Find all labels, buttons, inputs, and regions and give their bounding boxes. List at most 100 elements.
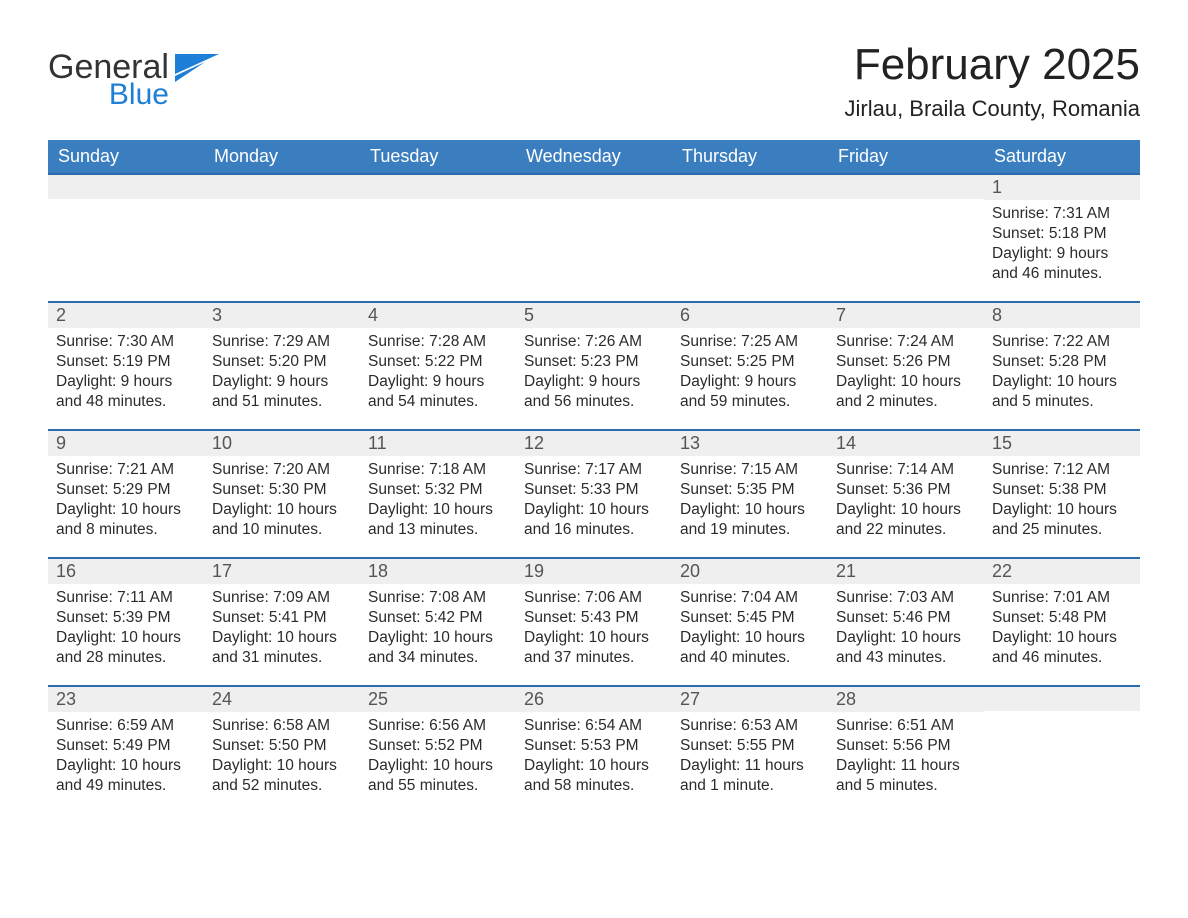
day-content: Sunrise: 7:03 AMSunset: 5:46 PMDaylight:…: [828, 584, 984, 677]
day-number-empty: [828, 175, 984, 199]
weekday-header: Saturday: [984, 140, 1140, 174]
day-number: 22: [984, 559, 1140, 584]
sunrise-text: Sunrise: 7:11 AM: [56, 588, 196, 608]
sunrise-text: Sunrise: 7:26 AM: [524, 332, 664, 352]
calendar-week-row: 23Sunrise: 6:59 AMSunset: 5:49 PMDayligh…: [48, 686, 1140, 814]
sunrise-text: Sunrise: 6:56 AM: [368, 716, 508, 736]
sunset-text: Sunset: 5:45 PM: [680, 608, 820, 628]
day-number: 6: [672, 303, 828, 328]
daylight-text: Daylight: 10 hours and 52 minutes.: [212, 756, 352, 796]
day-content: Sunrise: 7:17 AMSunset: 5:33 PMDaylight:…: [516, 456, 672, 549]
day-content: Sunrise: 6:53 AMSunset: 5:55 PMDaylight:…: [672, 712, 828, 805]
daylight-text: Daylight: 10 hours and 22 minutes.: [836, 500, 976, 540]
sunrise-text: Sunrise: 7:31 AM: [992, 204, 1132, 224]
sunset-text: Sunset: 5:41 PM: [212, 608, 352, 628]
calendar-cell: 26Sunrise: 6:54 AMSunset: 5:53 PMDayligh…: [516, 686, 672, 814]
calendar-cell: 18Sunrise: 7:08 AMSunset: 5:42 PMDayligh…: [360, 558, 516, 686]
day-number: 27: [672, 687, 828, 712]
sunset-text: Sunset: 5:38 PM: [992, 480, 1132, 500]
daylight-text: Daylight: 9 hours and 59 minutes.: [680, 372, 820, 412]
calendar-cell: [984, 686, 1140, 814]
sunset-text: Sunset: 5:23 PM: [524, 352, 664, 372]
day-content: Sunrise: 7:28 AMSunset: 5:22 PMDaylight:…: [360, 328, 516, 421]
calendar-cell: 9Sunrise: 7:21 AMSunset: 5:29 PMDaylight…: [48, 430, 204, 558]
sunset-text: Sunset: 5:46 PM: [836, 608, 976, 628]
day-number: 21: [828, 559, 984, 584]
calendar-cell: [672, 174, 828, 302]
day-number: 28: [828, 687, 984, 712]
calendar-body: 1Sunrise: 7:31 AMSunset: 5:18 PMDaylight…: [48, 174, 1140, 814]
daylight-text: Daylight: 10 hours and 40 minutes.: [680, 628, 820, 668]
sunrise-text: Sunrise: 6:54 AM: [524, 716, 664, 736]
daylight-text: Daylight: 10 hours and 34 minutes.: [368, 628, 508, 668]
sunset-text: Sunset: 5:48 PM: [992, 608, 1132, 628]
sunset-text: Sunset: 5:55 PM: [680, 736, 820, 756]
sunrise-text: Sunrise: 6:58 AM: [212, 716, 352, 736]
day-number: 14: [828, 431, 984, 456]
daylight-text: Daylight: 9 hours and 48 minutes.: [56, 372, 196, 412]
day-number: 26: [516, 687, 672, 712]
sunrise-text: Sunrise: 7:24 AM: [836, 332, 976, 352]
daylight-text: Daylight: 9 hours and 51 minutes.: [212, 372, 352, 412]
day-content: Sunrise: 7:08 AMSunset: 5:42 PMDaylight:…: [360, 584, 516, 677]
day-content: Sunrise: 7:22 AMSunset: 5:28 PMDaylight:…: [984, 328, 1140, 421]
sunrise-text: Sunrise: 7:15 AM: [680, 460, 820, 480]
day-content: Sunrise: 7:31 AMSunset: 5:18 PMDaylight:…: [984, 200, 1140, 293]
calendar-cell: 12Sunrise: 7:17 AMSunset: 5:33 PMDayligh…: [516, 430, 672, 558]
day-content: Sunrise: 7:18 AMSunset: 5:32 PMDaylight:…: [360, 456, 516, 549]
day-number: 17: [204, 559, 360, 584]
sunset-text: Sunset: 5:19 PM: [56, 352, 196, 372]
location-subtitle: Jirlau, Braila County, Romania: [845, 96, 1141, 122]
sunset-text: Sunset: 5:39 PM: [56, 608, 196, 628]
day-content: Sunrise: 7:24 AMSunset: 5:26 PMDaylight:…: [828, 328, 984, 421]
day-content: Sunrise: 6:51 AMSunset: 5:56 PMDaylight:…: [828, 712, 984, 805]
daylight-text: Daylight: 10 hours and 43 minutes.: [836, 628, 976, 668]
weekday-header: Friday: [828, 140, 984, 174]
sunrise-text: Sunrise: 7:03 AM: [836, 588, 976, 608]
sunrise-text: Sunrise: 7:06 AM: [524, 588, 664, 608]
sunset-text: Sunset: 5:42 PM: [368, 608, 508, 628]
daylight-text: Daylight: 10 hours and 2 minutes.: [836, 372, 976, 412]
calendar-cell: [828, 174, 984, 302]
day-number: 2: [48, 303, 204, 328]
calendar-cell: 4Sunrise: 7:28 AMSunset: 5:22 PMDaylight…: [360, 302, 516, 430]
day-content: Sunrise: 7:26 AMSunset: 5:23 PMDaylight:…: [516, 328, 672, 421]
daylight-text: Daylight: 10 hours and 5 minutes.: [992, 372, 1132, 412]
sunset-text: Sunset: 5:18 PM: [992, 224, 1132, 244]
calendar-cell: 20Sunrise: 7:04 AMSunset: 5:45 PMDayligh…: [672, 558, 828, 686]
day-content: Sunrise: 7:09 AMSunset: 5:41 PMDaylight:…: [204, 584, 360, 677]
calendar-cell: 8Sunrise: 7:22 AMSunset: 5:28 PMDaylight…: [984, 302, 1140, 430]
daylight-text: Daylight: 9 hours and 56 minutes.: [524, 372, 664, 412]
calendar-week-row: 2Sunrise: 7:30 AMSunset: 5:19 PMDaylight…: [48, 302, 1140, 430]
sunset-text: Sunset: 5:32 PM: [368, 480, 508, 500]
day-number-empty: [516, 175, 672, 199]
daylight-text: Daylight: 10 hours and 31 minutes.: [212, 628, 352, 668]
sunrise-text: Sunrise: 7:20 AM: [212, 460, 352, 480]
day-number: 19: [516, 559, 672, 584]
sunrise-text: Sunrise: 7:29 AM: [212, 332, 352, 352]
calendar-cell: 13Sunrise: 7:15 AMSunset: 5:35 PMDayligh…: [672, 430, 828, 558]
calendar-week-row: 1Sunrise: 7:31 AMSunset: 5:18 PMDaylight…: [48, 174, 1140, 302]
calendar-week-row: 9Sunrise: 7:21 AMSunset: 5:29 PMDaylight…: [48, 430, 1140, 558]
sunset-text: Sunset: 5:28 PM: [992, 352, 1132, 372]
day-number: 7: [828, 303, 984, 328]
day-content: Sunrise: 7:12 AMSunset: 5:38 PMDaylight:…: [984, 456, 1140, 549]
daylight-text: Daylight: 10 hours and 46 minutes.: [992, 628, 1132, 668]
calendar-cell: [48, 174, 204, 302]
sunrise-text: Sunrise: 7:22 AM: [992, 332, 1132, 352]
calendar-cell: 11Sunrise: 7:18 AMSunset: 5:32 PMDayligh…: [360, 430, 516, 558]
calendar-table: SundayMondayTuesdayWednesdayThursdayFrid…: [48, 140, 1140, 814]
title-block: February 2025 Jirlau, Braila County, Rom…: [845, 40, 1141, 122]
brand-text: General Blue: [48, 50, 169, 110]
weekday-header: Tuesday: [360, 140, 516, 174]
calendar-cell: [516, 174, 672, 302]
day-content: Sunrise: 6:59 AMSunset: 5:49 PMDaylight:…: [48, 712, 204, 805]
day-content: Sunrise: 7:06 AMSunset: 5:43 PMDaylight:…: [516, 584, 672, 677]
daylight-text: Daylight: 10 hours and 49 minutes.: [56, 756, 196, 796]
calendar-cell: 23Sunrise: 6:59 AMSunset: 5:49 PMDayligh…: [48, 686, 204, 814]
sunset-text: Sunset: 5:35 PM: [680, 480, 820, 500]
day-content: Sunrise: 7:01 AMSunset: 5:48 PMDaylight:…: [984, 584, 1140, 677]
calendar-cell: 22Sunrise: 7:01 AMSunset: 5:48 PMDayligh…: [984, 558, 1140, 686]
calendar-cell: 1Sunrise: 7:31 AMSunset: 5:18 PMDaylight…: [984, 174, 1140, 302]
day-number: 23: [48, 687, 204, 712]
